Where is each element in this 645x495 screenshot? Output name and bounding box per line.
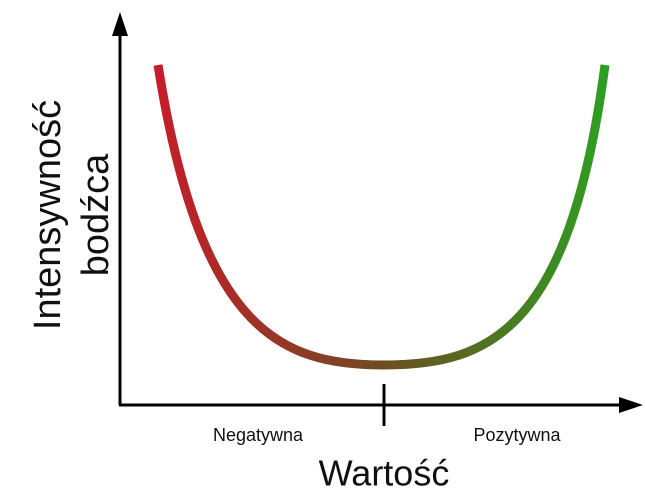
y-label-line: Intensywność xyxy=(27,100,69,330)
y-arrow xyxy=(112,12,128,36)
x-arrow xyxy=(619,397,643,413)
y-label-line: bodźca xyxy=(75,153,117,276)
x-label: Wartość xyxy=(319,453,450,494)
region-label: Pozytywna xyxy=(473,425,561,445)
region-label: Negatywna xyxy=(213,425,304,445)
curve xyxy=(153,64,610,370)
